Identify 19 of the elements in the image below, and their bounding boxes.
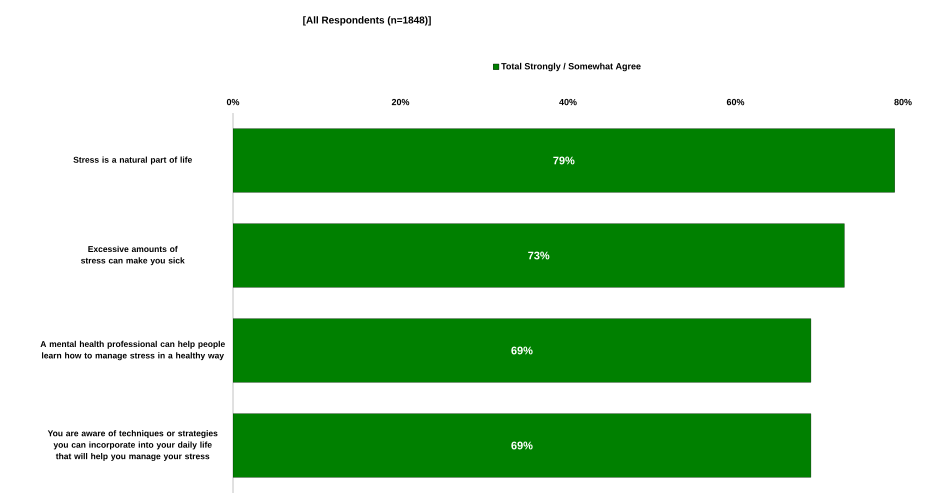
x-tick-label: 80% <box>894 98 912 106</box>
bar <box>233 413 812 478</box>
text: Total Strongly / Somewhat Agree <box>501 62 641 72</box>
bar <box>233 223 845 288</box>
x-tick-label: 0% <box>226 98 240 106</box>
data-label: 69% <box>511 346 533 354</box>
y-tick-label: Stress is a natural part of life <box>73 156 192 164</box>
y-tick-label: Excessive amounts of stress can make you sick <box>81 246 185 266</box>
bar <box>233 128 895 193</box>
data-label: 73% <box>528 252 550 260</box>
x-tick-label: 20% <box>392 98 410 106</box>
x-tick-label: 40% <box>559 98 577 106</box>
x-tick-label: 60% <box>726 98 744 106</box>
data-label: 79% <box>553 156 574 164</box>
bar <box>233 318 812 383</box>
chart-title: [All Respondents (n=1848)] <box>303 16 431 26</box>
y-tick-label: You are aware of techniques or strategies you can incorporate into your daily life that will help you manage your stress <box>48 430 218 461</box>
y-tick-label: A mental health professional can help people learn how to manage stress in a healthy way <box>40 340 225 360</box>
data-label: 69% <box>511 442 533 450</box>
